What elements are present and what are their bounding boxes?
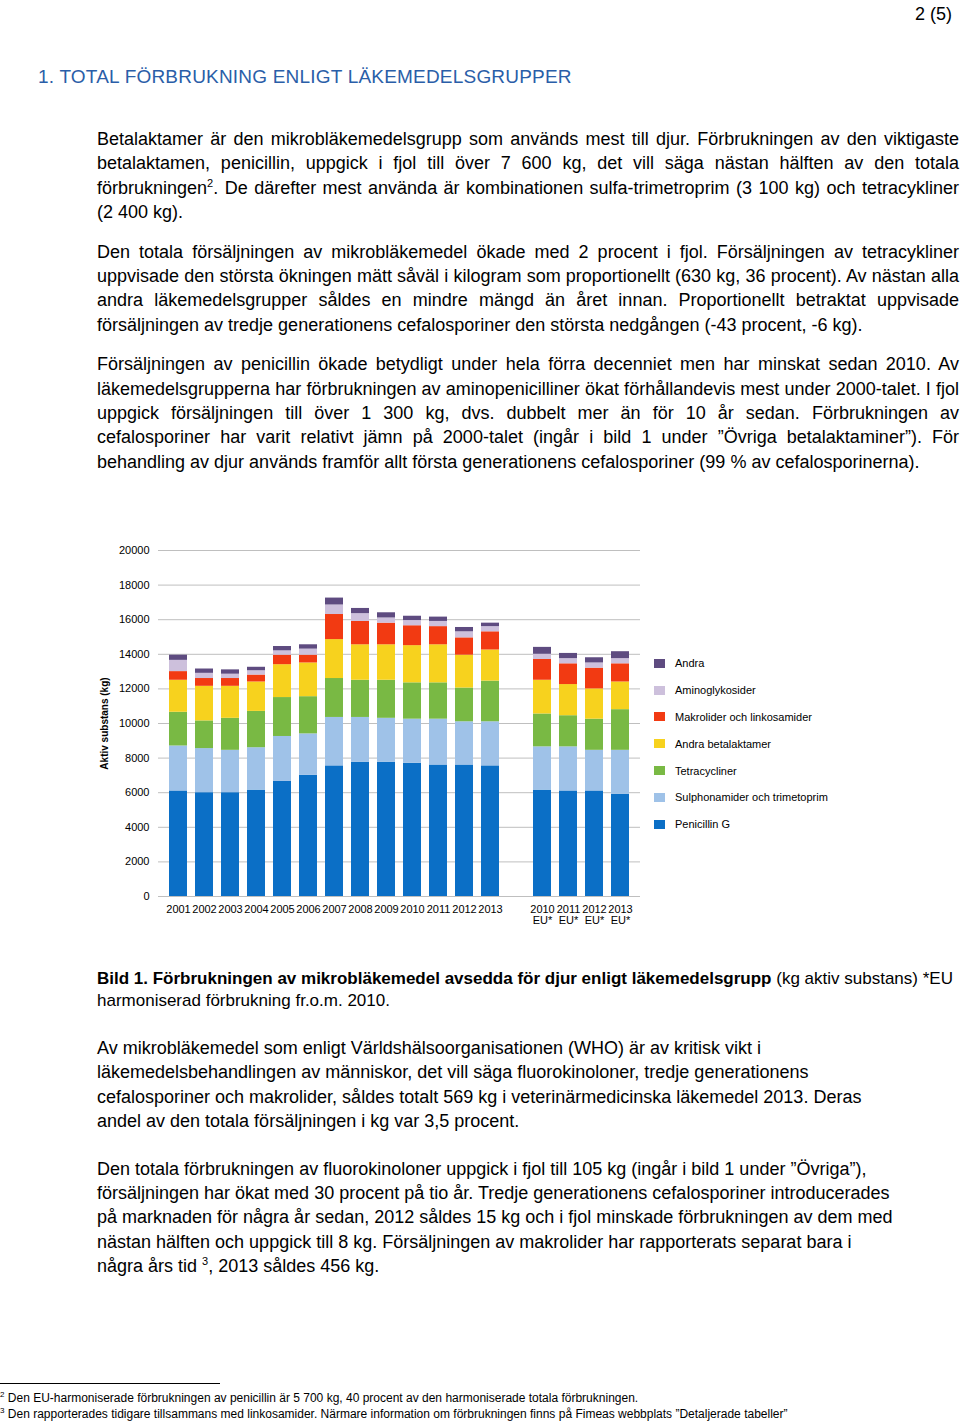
svg-text:2005: 2005 <box>270 903 294 915</box>
svg-text:Aktiv substans (kg): Aktiv substans (kg) <box>99 677 110 769</box>
svg-text:2004: 2004 <box>244 903 268 915</box>
svg-text:12000: 12000 <box>119 682 150 694</box>
svg-text:2002: 2002 <box>192 903 216 915</box>
svg-text:2009: 2009 <box>374 903 398 915</box>
svg-text:0: 0 <box>143 890 149 902</box>
svg-text:2001: 2001 <box>166 903 190 915</box>
svg-text:2012EU*: 2012EU* <box>582 903 606 926</box>
html-text:Tetracycliner: Tetracycliner <box>675 764 737 777</box>
html-text:3Den rapporterades tidigare ti: 3Den rapporterades tidigare tillsammans … <box>0 1406 788 1421</box>
html-text:Av mikrobläkemedel som enligt: Av mikrobläkemedel som enligt Världshäls… <box>97 1038 862 1132</box>
svg-text:2011: 2011 <box>427 903 451 915</box>
html-text:2Den EU-harmoniserade förbrukn: 2Den EU-harmoniserade förbrukningen av p… <box>0 1390 639 1405</box>
svg-text:2013: 2013 <box>478 903 502 915</box>
html-text:1. TOTAL FÖRBRUKNING ENLIGT LÄ: 1. TOTAL FÖRBRUKNING ENLIGT LÄKEMEDELSGR… <box>38 66 572 87</box>
svg-text:2010EU*: 2010EU* <box>530 903 554 926</box>
html-text:Den totala förbrukningen av fl: Den totala förbrukningen av fluorokinolo… <box>97 1158 893 1277</box>
svg-text:2011EU*: 2011EU* <box>557 903 581 926</box>
svg-text:2008: 2008 <box>348 903 372 915</box>
svg-text:20000: 20000 <box>119 544 150 556</box>
html-text:Sulphonamider och trimetoprim: Sulphonamider och trimetoprim <box>675 791 828 804</box>
svg-text:14000: 14000 <box>119 648 150 660</box>
html-text:Andra: Andra <box>675 657 705 670</box>
html-text:Penicillin G: Penicillin G <box>675 818 730 831</box>
svg-text:2007: 2007 <box>322 903 346 915</box>
html-text:Försäljningen av penicillin ök: Försäljningen av penicillin ökade betydl… <box>97 354 959 472</box>
svg-text:4000: 4000 <box>125 821 149 833</box>
html-text:Bild 1. Förbrukningen av mikro: Bild 1. Förbrukningen av mikrobläkemedel… <box>97 969 953 1010</box>
svg-text:8000: 8000 <box>125 752 149 764</box>
svg-text:18000: 18000 <box>119 579 150 591</box>
html-text:Makrolider och linkosamider: Makrolider och linkosamider <box>675 711 812 723</box>
html-text:Andra betalaktamer: Andra betalaktamer <box>675 737 771 750</box>
html-text:2 (5): 2 (5) <box>915 4 952 24</box>
html-text:Betalaktamer är den mikrobläke: Betalaktamer är den mikrobläkemedelsgrup… <box>97 129 959 223</box>
svg-text:2000: 2000 <box>125 855 149 867</box>
svg-text:2012: 2012 <box>452 903 476 915</box>
svg-text:2010: 2010 <box>400 903 424 915</box>
svg-text:2003: 2003 <box>218 903 242 915</box>
html-text:Den totala försäljningen av mi: Den totala försäljningen av mikrobläkeme… <box>97 241 959 335</box>
svg-text:2013EU*: 2013EU* <box>608 903 632 926</box>
html-text:Aminoglykosider: Aminoglykosider <box>675 684 756 697</box>
svg-text:2006: 2006 <box>296 903 320 915</box>
svg-text:6000: 6000 <box>125 786 149 798</box>
svg-text:16000: 16000 <box>119 613 150 625</box>
svg-text:10000: 10000 <box>119 717 150 729</box>
